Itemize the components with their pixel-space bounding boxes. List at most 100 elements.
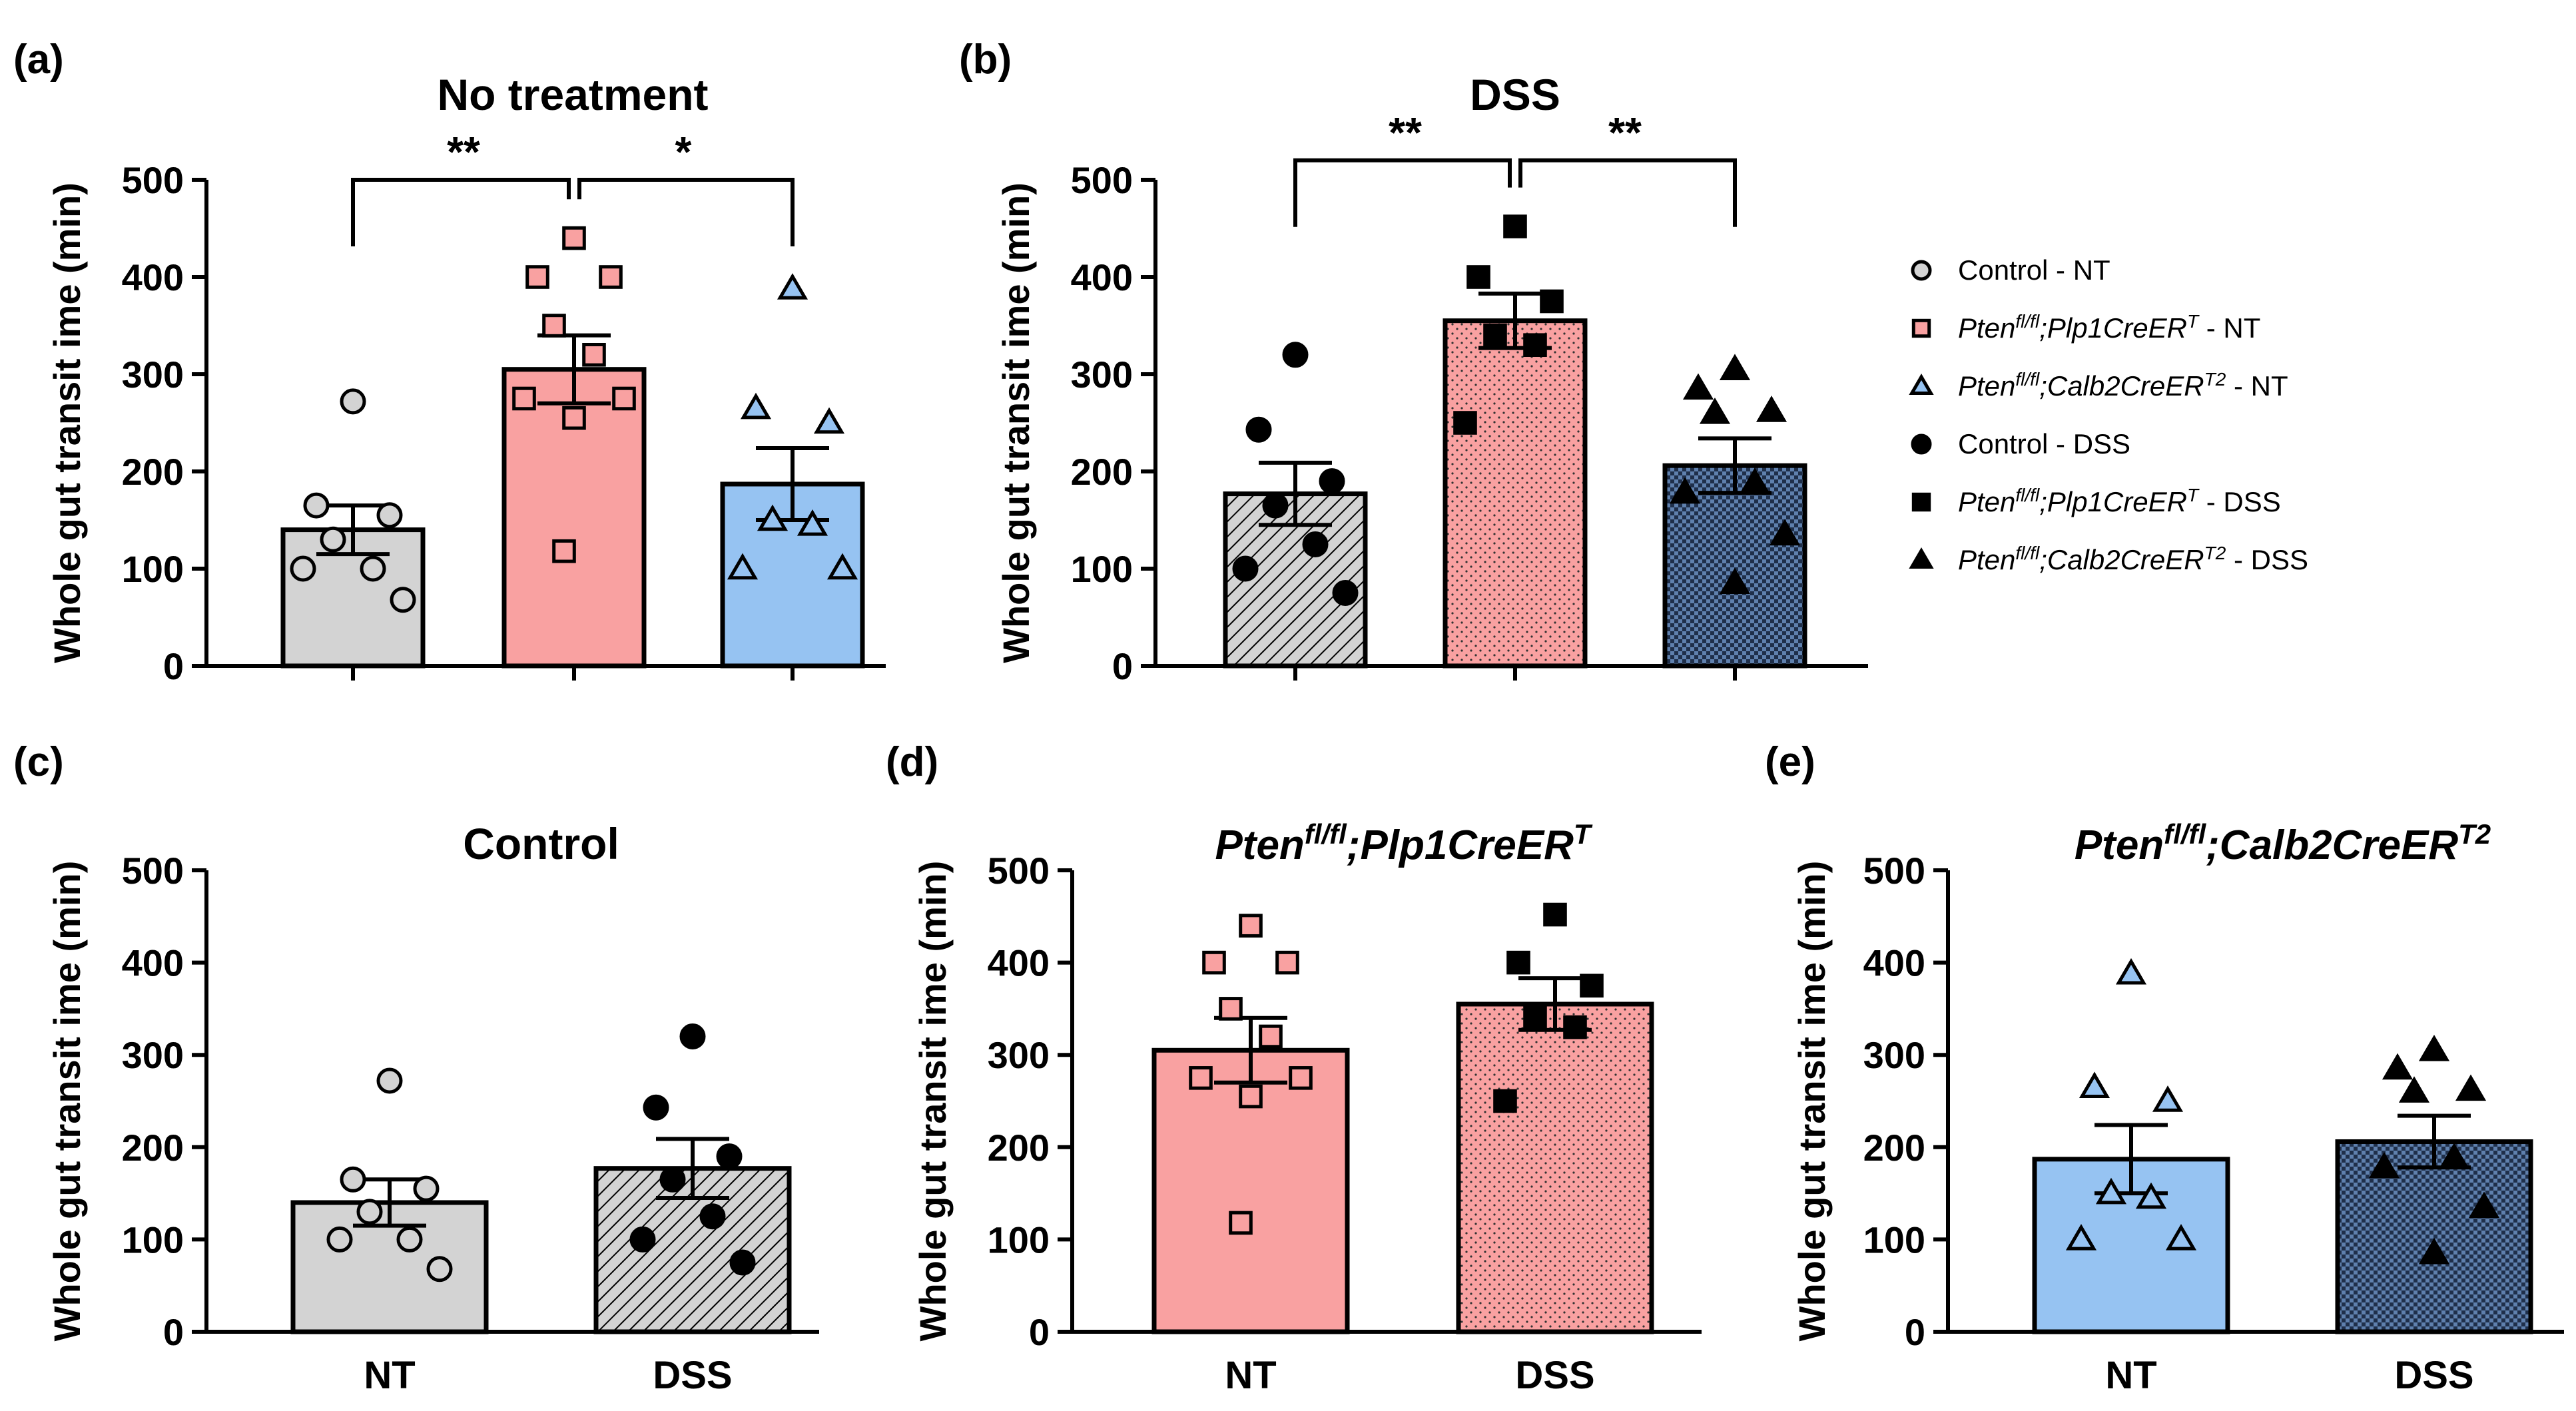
y-tick-label: 100 [122,1219,184,1261]
data-point [826,553,858,580]
legend-marker [1911,433,1932,455]
x-category-label: NT [1225,1354,1276,1397]
data-point [426,1256,453,1282]
panel-label: (a) [13,37,64,83]
significance-label: ** [1608,109,1642,156]
x-category-label: DSS [1515,1354,1594,1397]
x-category-label: NT [364,1354,415,1397]
data-point [1719,567,1751,595]
data-point [643,1094,669,1121]
data-point [2065,1224,2097,1251]
y-axis-label: Whole gut transit ime (min) [46,182,88,663]
data-point [2398,1076,2430,1103]
y-tick-label: 400 [122,942,184,984]
data-point [757,504,789,531]
data-point [2455,1074,2487,1101]
y-tick-label: 100 [1071,548,1133,590]
data-point [1219,997,1243,1021]
data-point [1506,950,1530,975]
data-point [1262,492,1289,519]
data-point [2438,1143,2470,1169]
legend-item: Ptenfl/fl;Plp1CreERT - DSS [1911,485,2281,518]
legend-label: Ptenfl/fl;Plp1CreERT - DSS [1958,485,2281,518]
y-tick-label: 0 [1029,1311,1050,1353]
significance-label: ** [1389,109,1422,156]
data-point [2368,1151,2400,1179]
data-point [699,1203,726,1230]
data-point [1756,396,1787,422]
significance-bracket [1293,158,1512,227]
data-point [1543,902,1567,927]
panel-label: (c) [13,739,64,785]
legend-marker [1911,318,1931,338]
data-point [303,492,330,519]
bar [2335,1139,2533,1334]
data-point [1245,416,1272,443]
data-point [413,1175,440,1202]
legend: Control - NT Ptenfl/fl;Plp1CreERT - NT Pte… [1909,254,2308,575]
y-tick-label: 300 [1071,354,1133,396]
data-point [2382,1053,2414,1080]
data-point [1493,1089,1517,1113]
data-point [727,553,759,580]
data-point [326,1226,353,1253]
y-axis-label: Whole gut transit ime (min) [46,861,88,1342]
data-point [356,1199,383,1225]
data-point [2135,1182,2167,1209]
data-point [679,1023,706,1049]
data-point [512,386,536,411]
data-point [390,587,416,613]
data-point [1275,950,1299,975]
data-point [629,1226,656,1253]
data-point [777,273,808,300]
data-point [1332,580,1359,606]
legend-item: Ptenfl/fl;Calb2CreERT2 - DSS [1909,543,2308,575]
data-point [740,392,772,420]
data-point [1540,289,1564,314]
data-point [1319,468,1345,495]
data-point [320,526,346,553]
data-point [2418,1237,2450,1265]
y-tick-label: 200 [1071,451,1133,493]
data-point [376,1067,403,1094]
data-point [2165,1224,2197,1251]
y-tick-label: 0 [1112,645,1133,687]
data-point [1453,411,1477,435]
y-tick-label: 300 [122,1034,184,1076]
legend-marker [1909,547,1934,569]
data-point [1769,519,1801,546]
legend-marker [1909,373,1934,396]
data-point [290,555,316,582]
data-point [1523,1005,1547,1030]
bar [1443,318,1588,669]
data-point [1189,1066,1213,1090]
y-tick-label: 200 [122,451,184,493]
legend-item: Ptenfl/fl;Plp1CreERT - NT [1911,311,2260,344]
chart-panel-1: (a) No treatment Whole gut transit ime (mi… [13,37,886,687]
y-tick-label: 100 [122,548,184,590]
legend-label: Control - NT [1958,254,2110,286]
y-tick-label: 300 [988,1034,1050,1076]
significance-bracket [1518,158,1737,227]
y-tick-label: 0 [163,645,184,687]
panel-label: (e) [1765,739,1815,785]
y-axis-label: Whole gut transit ime (min) [1791,861,1833,1342]
x-category-label: DSS [653,1354,732,1397]
y-tick-label: 200 [988,1127,1050,1169]
significance-bracket [351,178,571,246]
data-point [360,555,386,582]
y-tick-label: 0 [163,1311,184,1353]
data-point [1302,531,1329,557]
chart-panel-2: (b) DSS Whole gut transit ime (min) 0 100 200… [959,37,1868,687]
significance-label: * [675,128,692,176]
data-point [2468,1191,2500,1219]
panel-label: (b) [959,37,1012,83]
data-point [2095,1177,2127,1205]
data-point [1523,333,1547,357]
y-tick-label: 500 [1863,850,1925,892]
y-tick-label: 400 [122,256,184,298]
legend-item: Ptenfl/fl;Calb2CreERT2 - NT [1909,369,2288,402]
data-point [396,1226,423,1253]
panel-label: (d) [886,739,938,785]
